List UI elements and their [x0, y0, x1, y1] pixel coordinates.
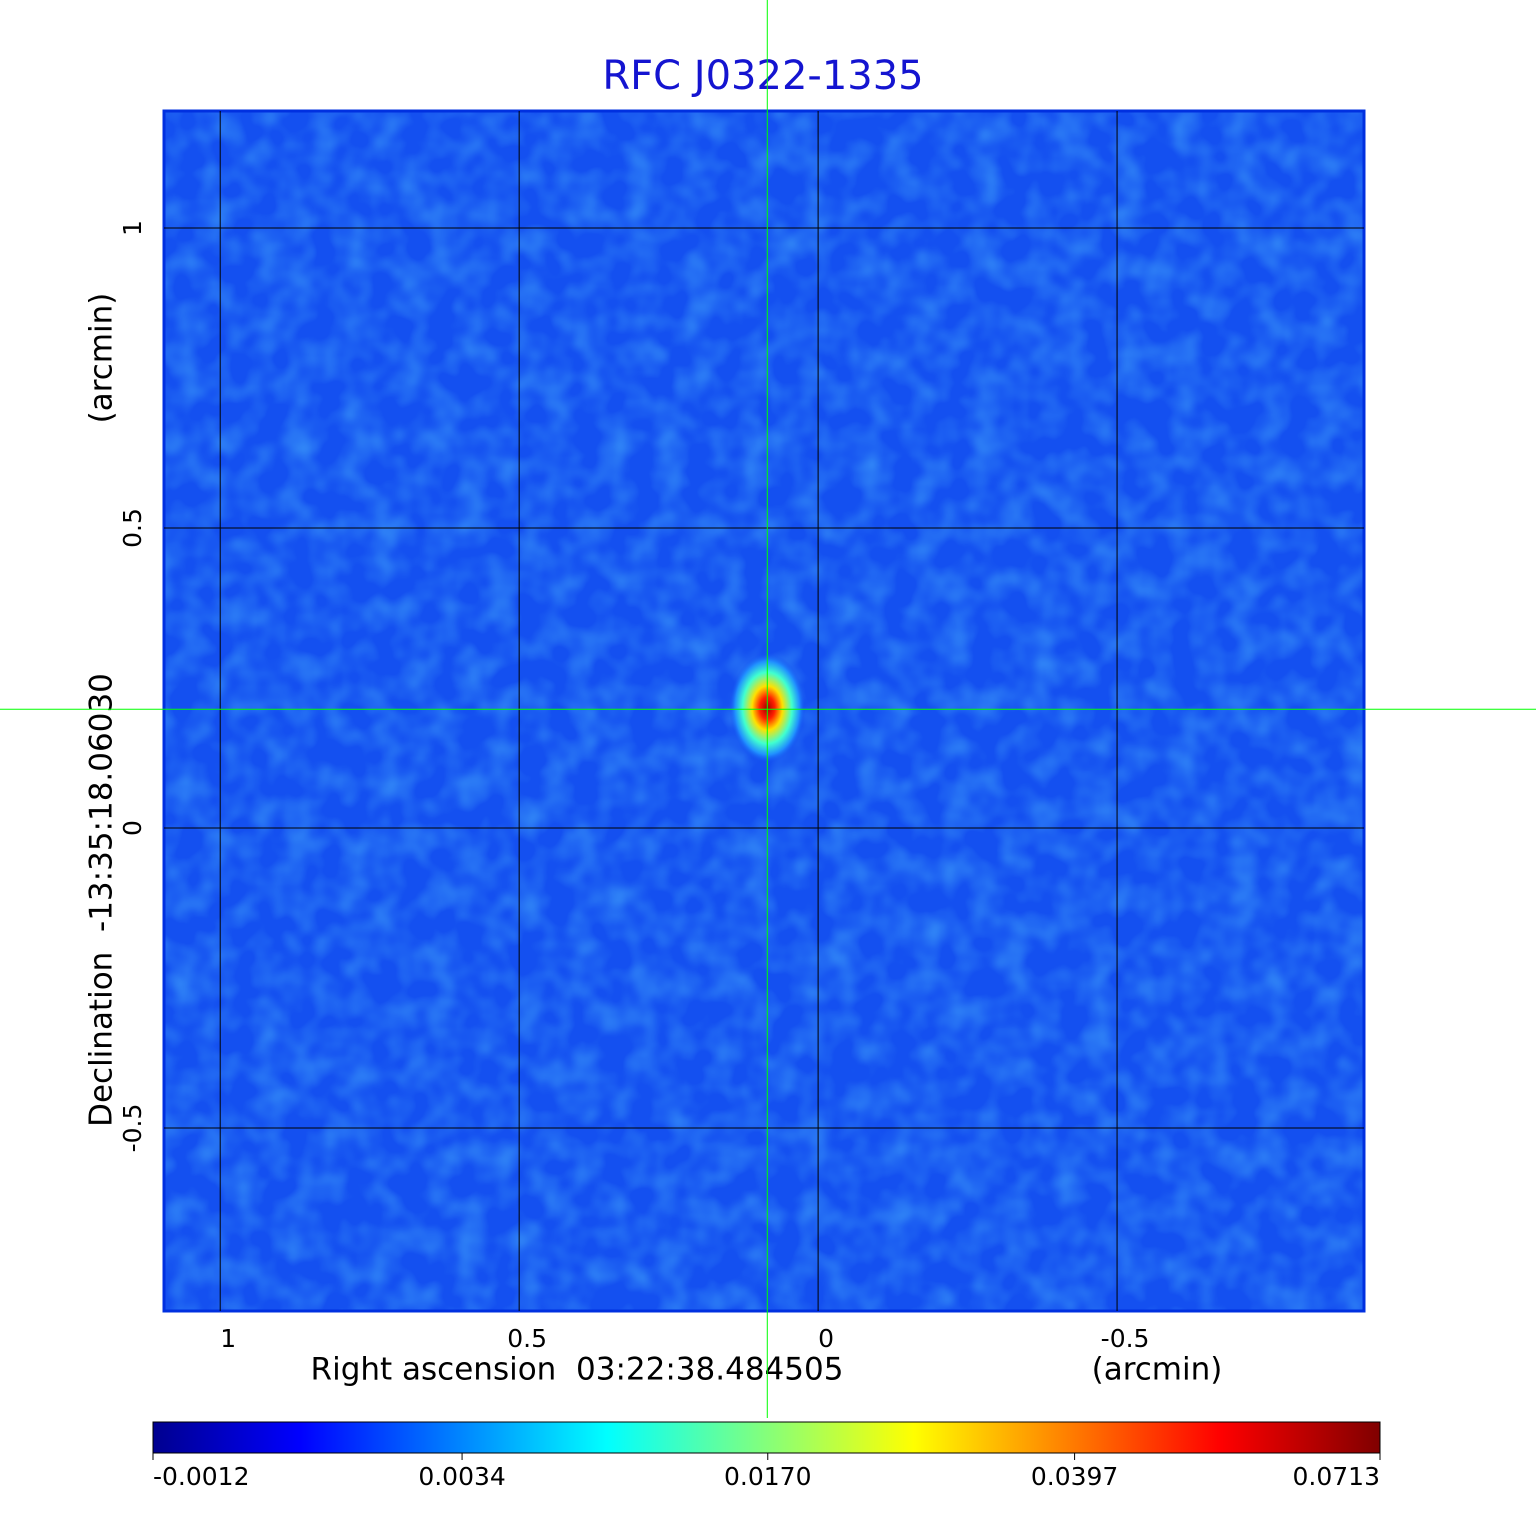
x-tick-label: -0.5 [1101, 1324, 1150, 1353]
chart-title: RFC J0322-1335 [602, 53, 923, 99]
x-axis-label: Right ascension 03:22:38.484505 [311, 1352, 844, 1388]
plot-frame [162, 109, 1366, 1313]
colorbar-tick-label: 0.0170 [724, 1462, 811, 1491]
x-tick-label: 0 [818, 1324, 834, 1353]
y-tick-label: 0 [118, 820, 147, 836]
x-axis-unit: (arcmin) [1092, 1352, 1223, 1388]
y-tick-label: -0.5 [118, 1104, 147, 1153]
y-tick-label: 0.5 [118, 508, 147, 548]
y-tick-label: 1 [118, 220, 147, 236]
colorbar-tick-label: -0.0012 [153, 1462, 250, 1491]
y-axis-unit: (arcmin) [84, 293, 120, 424]
colorbar-tick-label: 0.0034 [418, 1462, 505, 1491]
colorbar-tick-label: 0.0397 [1031, 1462, 1118, 1491]
colorbar [152, 1421, 1381, 1454]
x-tick-label: 1 [220, 1324, 236, 1353]
colorbar-tick-label: 0.0713 [1293, 1462, 1380, 1491]
x-tick-label: 0.5 [507, 1324, 547, 1353]
y-axis-label: Declination -13:35:18.06030 [84, 673, 120, 1127]
